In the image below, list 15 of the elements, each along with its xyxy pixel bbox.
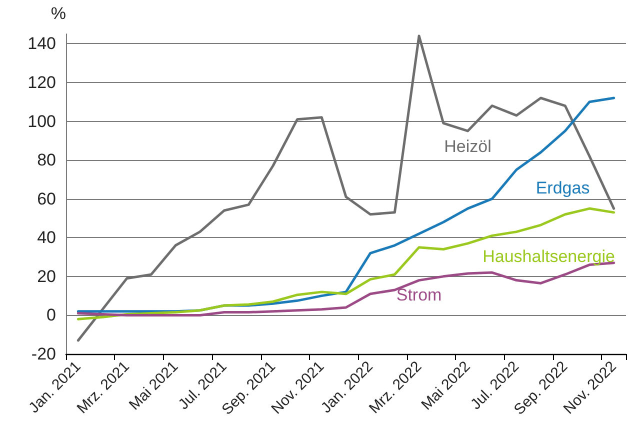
series-label: Erdgas [536,178,590,198]
y-tick-label: 0 [46,306,56,325]
series-label: Strom [396,285,442,304]
y-tick-label: 140 [28,34,56,54]
y-tick-label: 60 [37,189,56,208]
series-label: Heizöl [444,136,492,156]
line-series [76,207,616,320]
y-tick-label: 100 [28,112,56,131]
y-tick-label: -20 [31,344,56,364]
y-axis-title: % [50,4,66,23]
y-tick-label: 80 [37,150,56,170]
series-label: Haushaltsenergie [482,247,615,266]
y-tick-label: 120 [28,72,56,92]
y-tick-label: 40 [37,228,56,248]
y-tick-label: 20 [37,266,56,286]
